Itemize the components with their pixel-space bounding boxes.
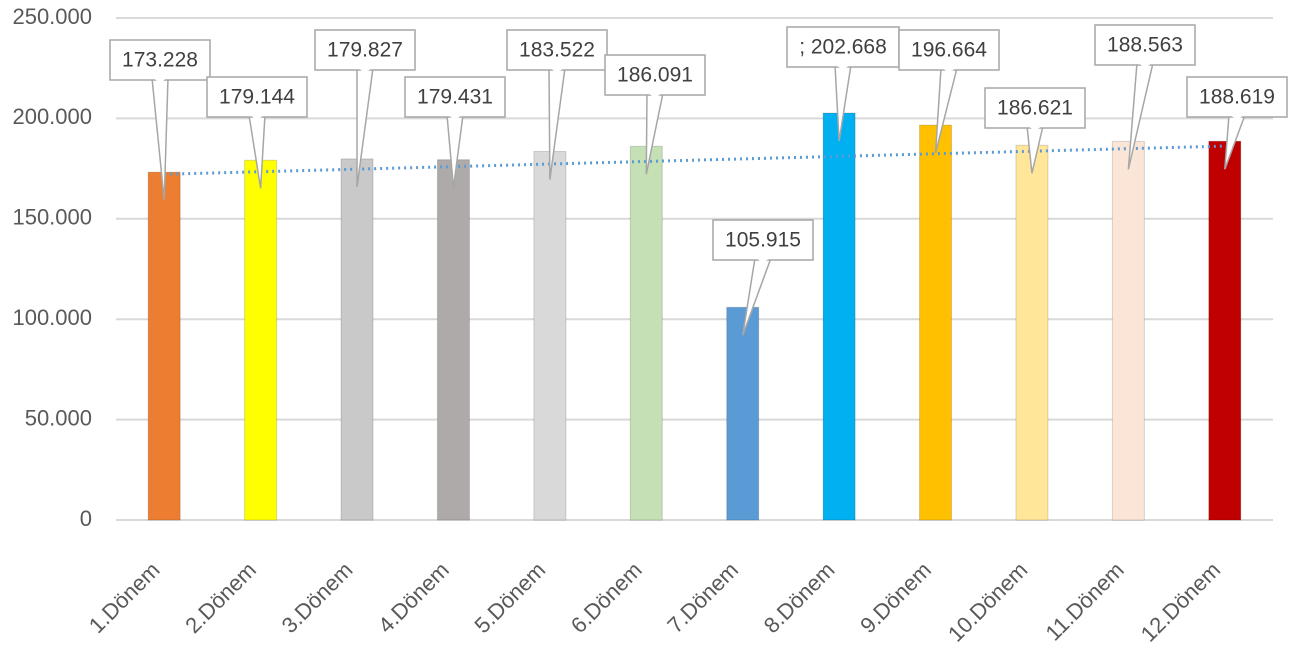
callout-join [448,115,462,120]
callout-box [506,29,608,71]
data-label: 179.827 [327,39,403,62]
x-tick-label: 11.Dönem [1041,557,1129,645]
x-tick-label: 3.Dönem [277,557,358,638]
data-label: 179.144 [219,86,295,109]
callout-box [314,29,416,71]
data-label: 186.091 [617,64,693,87]
data-callout: 173.228 [109,39,211,201]
y-tick-label: 200.000 [12,104,92,129]
y-tick-label: 150.000 [12,205,92,230]
data-callout: 179.144 [206,76,308,189]
data-label: 188.619 [1199,86,1275,109]
bar [629,145,663,521]
trend-line [164,144,1225,176]
y-tick-label: 100.000 [12,305,92,330]
data-label: ; 202.668 [799,36,887,59]
callout-join [550,68,564,73]
callout-join [756,258,770,263]
callout-box [712,219,814,261]
bar [340,158,374,521]
bar [822,112,856,521]
data-callout: 186.091 [604,54,706,175]
data-label: 196.664 [911,39,987,62]
data-label: 105.915 [725,229,801,252]
callout-box [604,54,706,96]
data-label: 173.228 [122,49,198,72]
y-tick-label: 50.000 [25,405,92,430]
data-callout: 188.619 [1186,76,1288,170]
callout-box [404,76,506,118]
data-callout: 105.915 [712,219,814,336]
callout-join [1028,126,1042,131]
x-tick-label: 4.Dönem [373,557,454,638]
x-tick-label: 9.Dönem [855,557,936,638]
x-tick-label: 5.Dönem [469,557,550,638]
bar [436,159,470,521]
bar [244,159,278,521]
data-label: 188.563 [1107,34,1183,57]
x-tick-label: 10.Dönem [943,557,1032,646]
data-callout: 179.827 [314,29,416,188]
callout-join [153,78,167,83]
data-callout: 183.522 [506,29,608,180]
x-tick-label: 8.Dönem [759,557,840,638]
data-label: 183.522 [519,39,595,62]
callout-box [1186,76,1288,118]
callout-box [984,87,1086,129]
callout-join [358,68,372,73]
y-tick-label: 250.000 [12,4,92,29]
callout-join [1138,63,1152,68]
x-tick-label: 6.Dönem [566,557,647,638]
data-callout: 186.621 [984,87,1086,174]
data-label: 186.621 [997,97,1073,120]
x-tick-label: 1.Dönem [84,557,165,638]
x-tick-label: 2.Dönem [180,557,261,638]
bar [1208,140,1242,521]
callout-join [250,115,264,120]
data-callout: 188.563 [1094,24,1196,170]
bar [1111,140,1145,521]
x-tick-label: 7.Dönem [662,557,743,638]
callout-box [898,29,1000,71]
data-callout: 179.431 [404,76,506,188]
bar [919,124,953,521]
bar [1015,144,1049,521]
callout-join [836,65,850,70]
callout-join [942,68,956,73]
data-label: 179.431 [417,86,493,109]
callout-join [648,93,662,98]
callout-join [1230,115,1244,120]
bar [147,171,181,521]
y-tick-label: 0 [80,506,92,531]
bar [533,150,567,521]
data-callout: ; 202.668 [786,26,900,142]
callout-box [1094,24,1196,66]
data-callout: 196.664 [898,29,1000,154]
x-tick-label: 12.Dönem [1136,557,1225,646]
bar [726,306,760,521]
